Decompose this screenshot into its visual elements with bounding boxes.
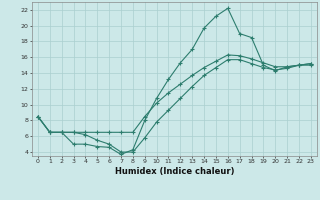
X-axis label: Humidex (Indice chaleur): Humidex (Indice chaleur) <box>115 167 234 176</box>
